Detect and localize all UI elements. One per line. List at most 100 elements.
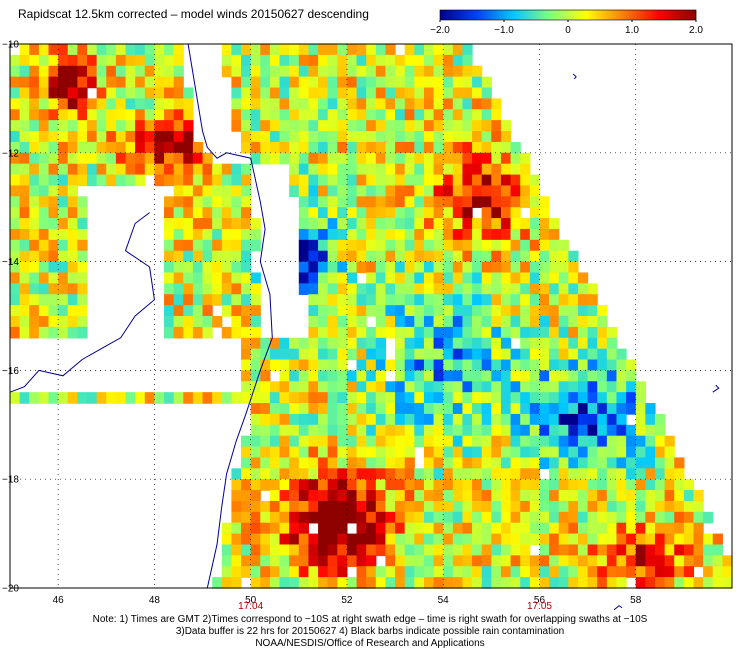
swath-cell xyxy=(404,403,415,415)
swath-cell xyxy=(250,316,261,328)
swath-cell xyxy=(19,207,30,219)
swath-cell xyxy=(385,239,396,252)
swath-cell xyxy=(308,435,319,448)
swath-cell xyxy=(558,337,569,350)
swath-cell xyxy=(404,174,415,187)
swath-cell xyxy=(356,490,367,502)
swath-cell xyxy=(664,533,675,546)
swath-cell xyxy=(539,413,550,426)
swath-cell xyxy=(202,261,213,274)
swath-cell xyxy=(318,98,329,110)
swath-cell xyxy=(241,446,252,459)
swath-cell xyxy=(558,283,569,295)
swath-cell xyxy=(664,446,675,459)
swath-cell xyxy=(58,109,69,121)
swath-cell xyxy=(241,163,252,176)
swath-cell xyxy=(327,185,338,198)
swath-cell xyxy=(491,261,502,274)
swath-cell xyxy=(318,566,329,578)
swath-cell xyxy=(423,316,435,328)
swath-cell xyxy=(289,446,300,459)
swath-cell xyxy=(279,500,290,513)
swath-cell xyxy=(539,381,550,393)
swath-cell xyxy=(38,294,50,306)
swath-cell xyxy=(693,511,704,524)
swath-cell xyxy=(241,511,252,524)
swath-cell xyxy=(327,577,338,589)
swath-cell xyxy=(491,457,502,470)
swath-cell xyxy=(260,44,271,56)
swath-cell xyxy=(29,76,40,89)
swath-cell xyxy=(414,305,425,317)
swath-cell xyxy=(346,392,358,404)
swath-cell xyxy=(125,141,136,154)
swath-cell xyxy=(452,120,464,132)
swath-cell xyxy=(443,98,454,110)
swath-cell xyxy=(462,185,473,198)
swath-cell xyxy=(231,185,242,198)
swath-cell xyxy=(654,435,666,448)
swath-cell xyxy=(289,457,300,470)
swath-cell xyxy=(674,566,685,578)
swath-cell xyxy=(597,500,608,513)
swath-cell xyxy=(77,141,88,154)
swath-cell xyxy=(510,152,521,165)
swath-cell xyxy=(635,555,646,567)
swath-cell xyxy=(510,479,521,491)
swath-cell xyxy=(366,196,377,208)
swath-cell xyxy=(481,446,492,459)
swath-cell xyxy=(250,468,261,480)
swath-cell xyxy=(452,185,464,198)
swath-cell xyxy=(558,468,569,480)
swath-cell xyxy=(491,511,502,524)
swath-cell xyxy=(491,196,502,208)
swath-cell xyxy=(452,54,464,67)
swath-cell xyxy=(558,403,569,415)
swath-cell xyxy=(58,87,69,100)
swath-cell xyxy=(173,174,184,187)
swath-cell xyxy=(318,326,329,339)
swath-cell xyxy=(106,141,117,154)
swath-cell xyxy=(269,337,281,350)
swath-cell xyxy=(231,54,242,67)
swath-cell xyxy=(433,261,444,274)
swath-cell xyxy=(423,152,435,165)
swath-cell xyxy=(327,544,338,557)
swath-cell xyxy=(298,359,309,372)
swath-cell xyxy=(462,555,473,567)
swath-cell xyxy=(443,272,454,285)
swath-cell xyxy=(626,381,637,393)
swath-cell xyxy=(683,511,695,524)
swath-cell xyxy=(452,446,464,459)
swath-cell xyxy=(58,120,69,132)
latitude-tick-label: −16 xyxy=(2,366,19,377)
swath-cell xyxy=(568,283,579,295)
swath-cell xyxy=(529,479,541,491)
swath-cell xyxy=(423,44,435,56)
swath-cell xyxy=(260,348,271,361)
swath-cell xyxy=(279,468,290,480)
swath-cell xyxy=(375,381,387,393)
swath-cell xyxy=(500,413,512,426)
swath-cell xyxy=(577,500,589,513)
swath-cell xyxy=(250,65,261,78)
swath-cell xyxy=(327,381,338,393)
swath-cell xyxy=(654,555,666,567)
swath-cell xyxy=(19,261,30,274)
swath-cell xyxy=(221,294,232,306)
swath-cell xyxy=(279,403,290,415)
swath-cell xyxy=(212,185,223,198)
swath-cell xyxy=(19,185,30,198)
swath-cell xyxy=(279,435,290,448)
swath-cell xyxy=(693,577,704,589)
swath-cell xyxy=(366,152,377,165)
swath-cell xyxy=(212,163,223,176)
swath-cell xyxy=(221,228,232,241)
swath-cell xyxy=(327,522,338,535)
swath-cell xyxy=(472,490,483,502)
swath-cell xyxy=(269,141,281,154)
swath-cell xyxy=(308,370,319,382)
swath-cell xyxy=(298,239,309,252)
swath-cell xyxy=(298,446,309,459)
swath-cell xyxy=(443,131,454,143)
